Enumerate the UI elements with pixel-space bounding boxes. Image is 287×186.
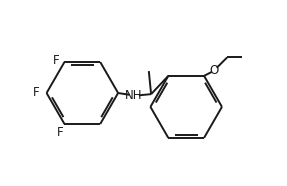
Text: F: F	[53, 54, 60, 67]
Text: F: F	[33, 86, 40, 100]
Text: O: O	[210, 64, 219, 77]
Text: F: F	[57, 126, 63, 139]
Text: NH: NH	[125, 89, 143, 102]
